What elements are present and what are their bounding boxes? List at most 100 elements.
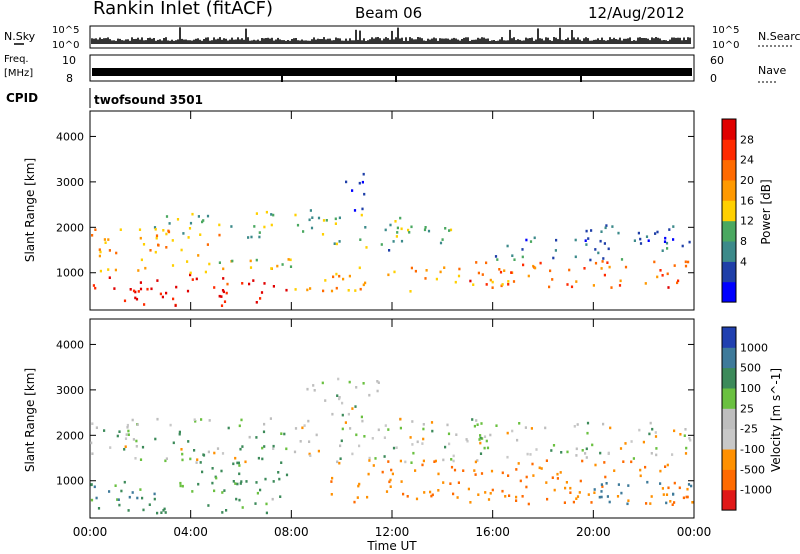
- echo-cell: [575, 447, 578, 451]
- echo-cell: [137, 290, 140, 293]
- echo-cell: [607, 451, 610, 455]
- colorbar-tick-label: -1000: [740, 484, 772, 497]
- echo-cell: [195, 277, 198, 281]
- echo-cell: [575, 280, 578, 283]
- echo-cell: [285, 447, 288, 451]
- echo-cell: [181, 484, 184, 488]
- echo-cell: [666, 463, 669, 467]
- echo-cell: [197, 254, 200, 257]
- echo-cell: [221, 289, 225, 292]
- echo-cell: [606, 495, 609, 498]
- echo-cell: [655, 453, 658, 457]
- echo-cell: [171, 239, 174, 242]
- echo-cell: [308, 440, 311, 443]
- echo-cell: [396, 231, 399, 234]
- echo-cell: [241, 445, 244, 448]
- echo-cell: [308, 218, 311, 222]
- echo-cell: [576, 423, 579, 426]
- echo-cell: [501, 283, 504, 286]
- echo-cell: [236, 482, 239, 486]
- echo-cell: [362, 172, 365, 176]
- echo-cell: [223, 489, 226, 492]
- echo-cell: [402, 492, 405, 496]
- nave-tick-max: 60: [710, 54, 724, 67]
- echo-cell: [649, 421, 652, 425]
- echo-cell: [360, 415, 363, 419]
- echo-cell: [384, 424, 387, 427]
- echo-cell: [585, 229, 588, 233]
- echo-cell: [549, 269, 552, 273]
- freq-trace: [92, 68, 692, 76]
- echo-cell: [285, 473, 289, 477]
- echo-cell: [315, 433, 318, 437]
- echo-cell: [128, 495, 131, 499]
- echo-cell: [585, 243, 588, 246]
- echo-cell: [134, 296, 137, 300]
- echo-cell: [167, 229, 170, 233]
- echo-cell: [98, 248, 101, 251]
- echo-cell: [218, 233, 221, 237]
- echo-cell: [684, 264, 688, 268]
- echo-cell: [299, 440, 302, 443]
- power-colorbar-label: Power [dB]: [759, 179, 773, 244]
- echo-cell: [535, 448, 538, 451]
- colorbar-swatch: [722, 200, 736, 222]
- echo-cell: [498, 268, 501, 271]
- echo-cell: [293, 450, 297, 454]
- echo-cell: [593, 488, 596, 491]
- echo-cell: [363, 435, 366, 438]
- echo-cell: [414, 469, 417, 472]
- echo-cell: [256, 491, 259, 495]
- echo-cell: [545, 481, 548, 484]
- echo-cell: [661, 487, 664, 490]
- echo-cell: [392, 240, 395, 243]
- echo-cell: [169, 423, 172, 427]
- echo-cell: [533, 236, 536, 240]
- echo-cell: [252, 279, 255, 282]
- echo-cell: [548, 285, 551, 289]
- echo-cell: [215, 476, 218, 480]
- noise-tick-min-right: 10^0: [712, 40, 739, 51]
- echo-cell: [249, 266, 253, 269]
- echo-cell: [483, 446, 486, 450]
- echo-cell: [232, 462, 235, 466]
- echo-cell: [531, 462, 534, 466]
- echo-cell: [213, 451, 216, 455]
- echo-cell: [347, 289, 350, 292]
- echo-cell: [655, 447, 658, 450]
- echo-cell: [321, 233, 325, 236]
- echo-cell: [289, 265, 293, 268]
- echo-cell: [135, 445, 138, 448]
- echo-cell: [227, 426, 230, 430]
- echo-cell: [605, 482, 608, 485]
- echo-cell: [602, 257, 605, 260]
- echo-cell: [421, 463, 424, 467]
- echo-cell: [216, 447, 220, 450]
- echo-cell: [603, 273, 606, 277]
- echo-cell: [500, 284, 503, 288]
- echo-cell: [99, 250, 102, 254]
- echo-cell: [685, 446, 688, 450]
- echo-cell: [550, 449, 553, 452]
- echo-cell: [525, 475, 528, 479]
- echo-cell: [489, 278, 492, 282]
- echo-cell: [107, 268, 110, 271]
- echo-cell: [685, 495, 688, 499]
- echo-cell: [385, 490, 389, 493]
- echo-cell: [222, 290, 225, 294]
- echo-cell: [359, 287, 362, 291]
- echo-cell: [307, 419, 310, 423]
- echo-cell: [406, 495, 409, 498]
- echo-cell: [237, 461, 240, 465]
- echo-cell: [610, 286, 613, 289]
- echo-cell: [117, 498, 120, 501]
- echo-cell: [672, 225, 675, 228]
- echo-cell: [279, 495, 282, 498]
- echo-cell: [289, 258, 292, 262]
- echo-cell: [672, 492, 675, 496]
- echo-cell: [607, 247, 610, 251]
- echo-cell: [103, 429, 106, 432]
- echo-cell: [107, 238, 110, 241]
- echo-cell: [583, 267, 586, 270]
- echo-cell: [545, 459, 548, 462]
